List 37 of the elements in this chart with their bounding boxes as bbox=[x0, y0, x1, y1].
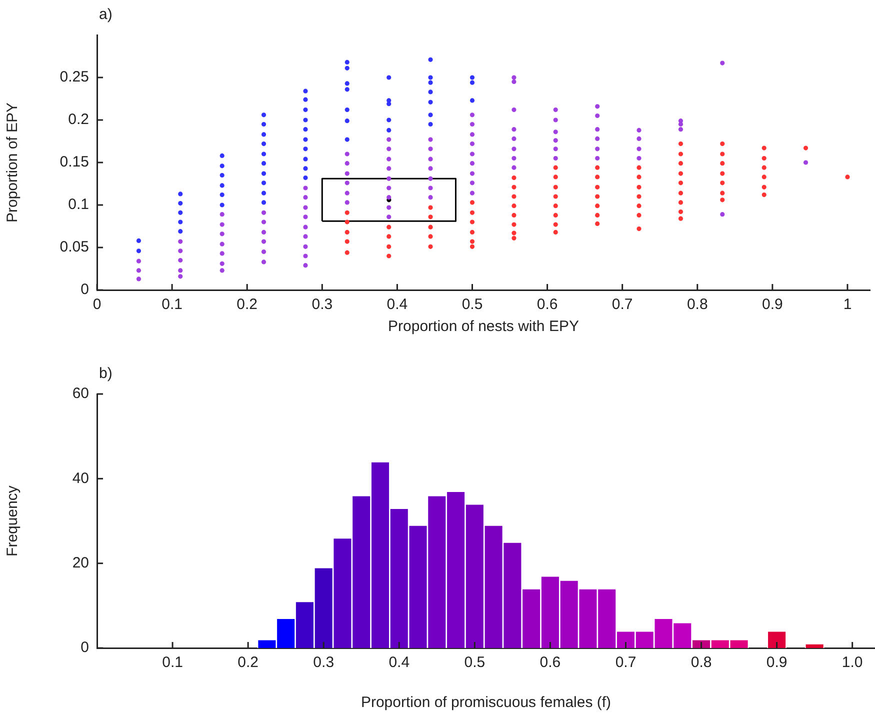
x-tick-label: 0.1 bbox=[162, 654, 183, 672]
text: b) bbox=[99, 365, 112, 382]
x-tick-label: 1 bbox=[843, 296, 852, 314]
y-tick-label: 0.2 bbox=[68, 111, 89, 128]
x-tick-label: 0.8 bbox=[686, 296, 708, 314]
x-tick-label: 0.3 bbox=[313, 654, 334, 672]
x-tick-label: 0.6 bbox=[540, 654, 561, 672]
x-tick-label: 0.4 bbox=[388, 654, 410, 672]
x-tick-label: 1.0 bbox=[842, 654, 863, 672]
x-axis-title: Proportion of promiscuous females (f) bbox=[360, 694, 612, 712]
x-tick-label: 0 bbox=[92, 296, 102, 314]
y-tick-label: 0 bbox=[80, 639, 89, 656]
y-tick-label: 0 bbox=[80, 281, 89, 298]
x-tick-label: 0.6 bbox=[536, 296, 558, 314]
x-tick-label: 0.9 bbox=[766, 654, 788, 672]
x-tick-label: 0.7 bbox=[612, 296, 633, 314]
y-axis-title: Frequency bbox=[4, 485, 22, 556]
x-tick-label: 0.2 bbox=[238, 654, 258, 672]
y-tick-label: 40 bbox=[72, 470, 89, 487]
x-tick-label: 0.5 bbox=[462, 296, 483, 314]
x-tick-label: 0.7 bbox=[615, 654, 636, 672]
x-tick-label: 0.5 bbox=[464, 654, 486, 672]
x-tick-label: 0.9 bbox=[762, 296, 783, 314]
text: a) bbox=[99, 6, 112, 23]
x-tick-label: 0.1 bbox=[162, 296, 182, 314]
y-tick-label: 60 bbox=[72, 385, 89, 402]
y-tick-label: 20 bbox=[72, 554, 89, 572]
x-axis-title: Proportion of nests with EPY bbox=[388, 318, 579, 336]
x-tick-label: 0.8 bbox=[690, 654, 712, 672]
y-tick-label: 0.1 bbox=[68, 196, 89, 214]
y-axis-title: Proportion of EPY bbox=[4, 102, 22, 223]
x-tick-label: 0.4 bbox=[386, 296, 408, 314]
y-tick-label: 0.25 bbox=[60, 68, 89, 86]
x-tick-label: 0.2 bbox=[236, 296, 258, 314]
y-tick-label: 0.05 bbox=[60, 238, 89, 256]
y-tick-label: 0.15 bbox=[60, 154, 89, 171]
x-tick-label: 0.3 bbox=[312, 296, 333, 314]
